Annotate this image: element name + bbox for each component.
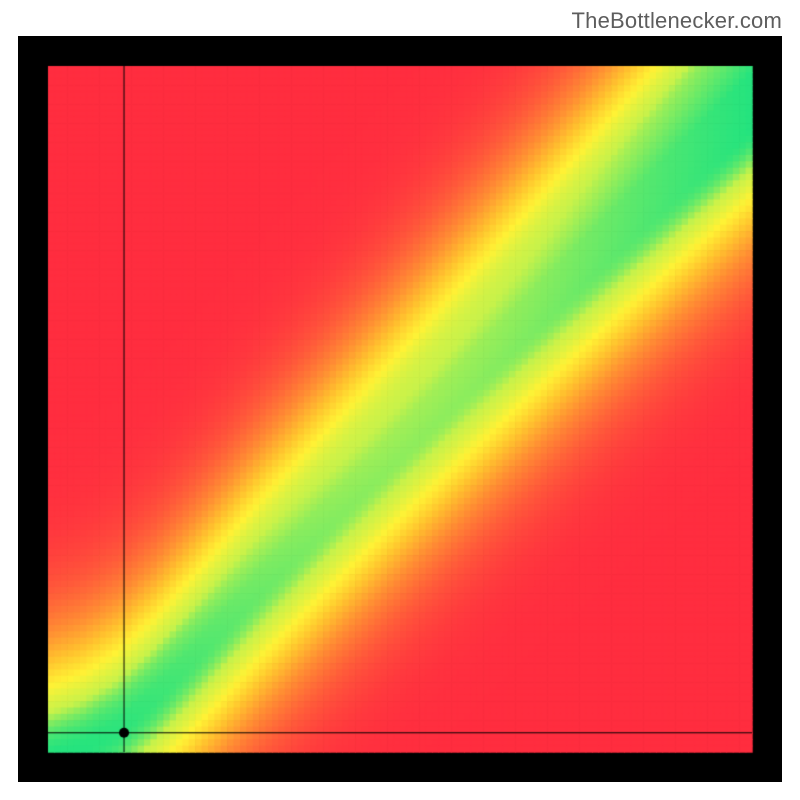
bottleneck-heatmap-plot (18, 36, 782, 782)
watermark-text: TheBottlenecker.com (572, 8, 782, 34)
heatmap-canvas (18, 36, 782, 782)
